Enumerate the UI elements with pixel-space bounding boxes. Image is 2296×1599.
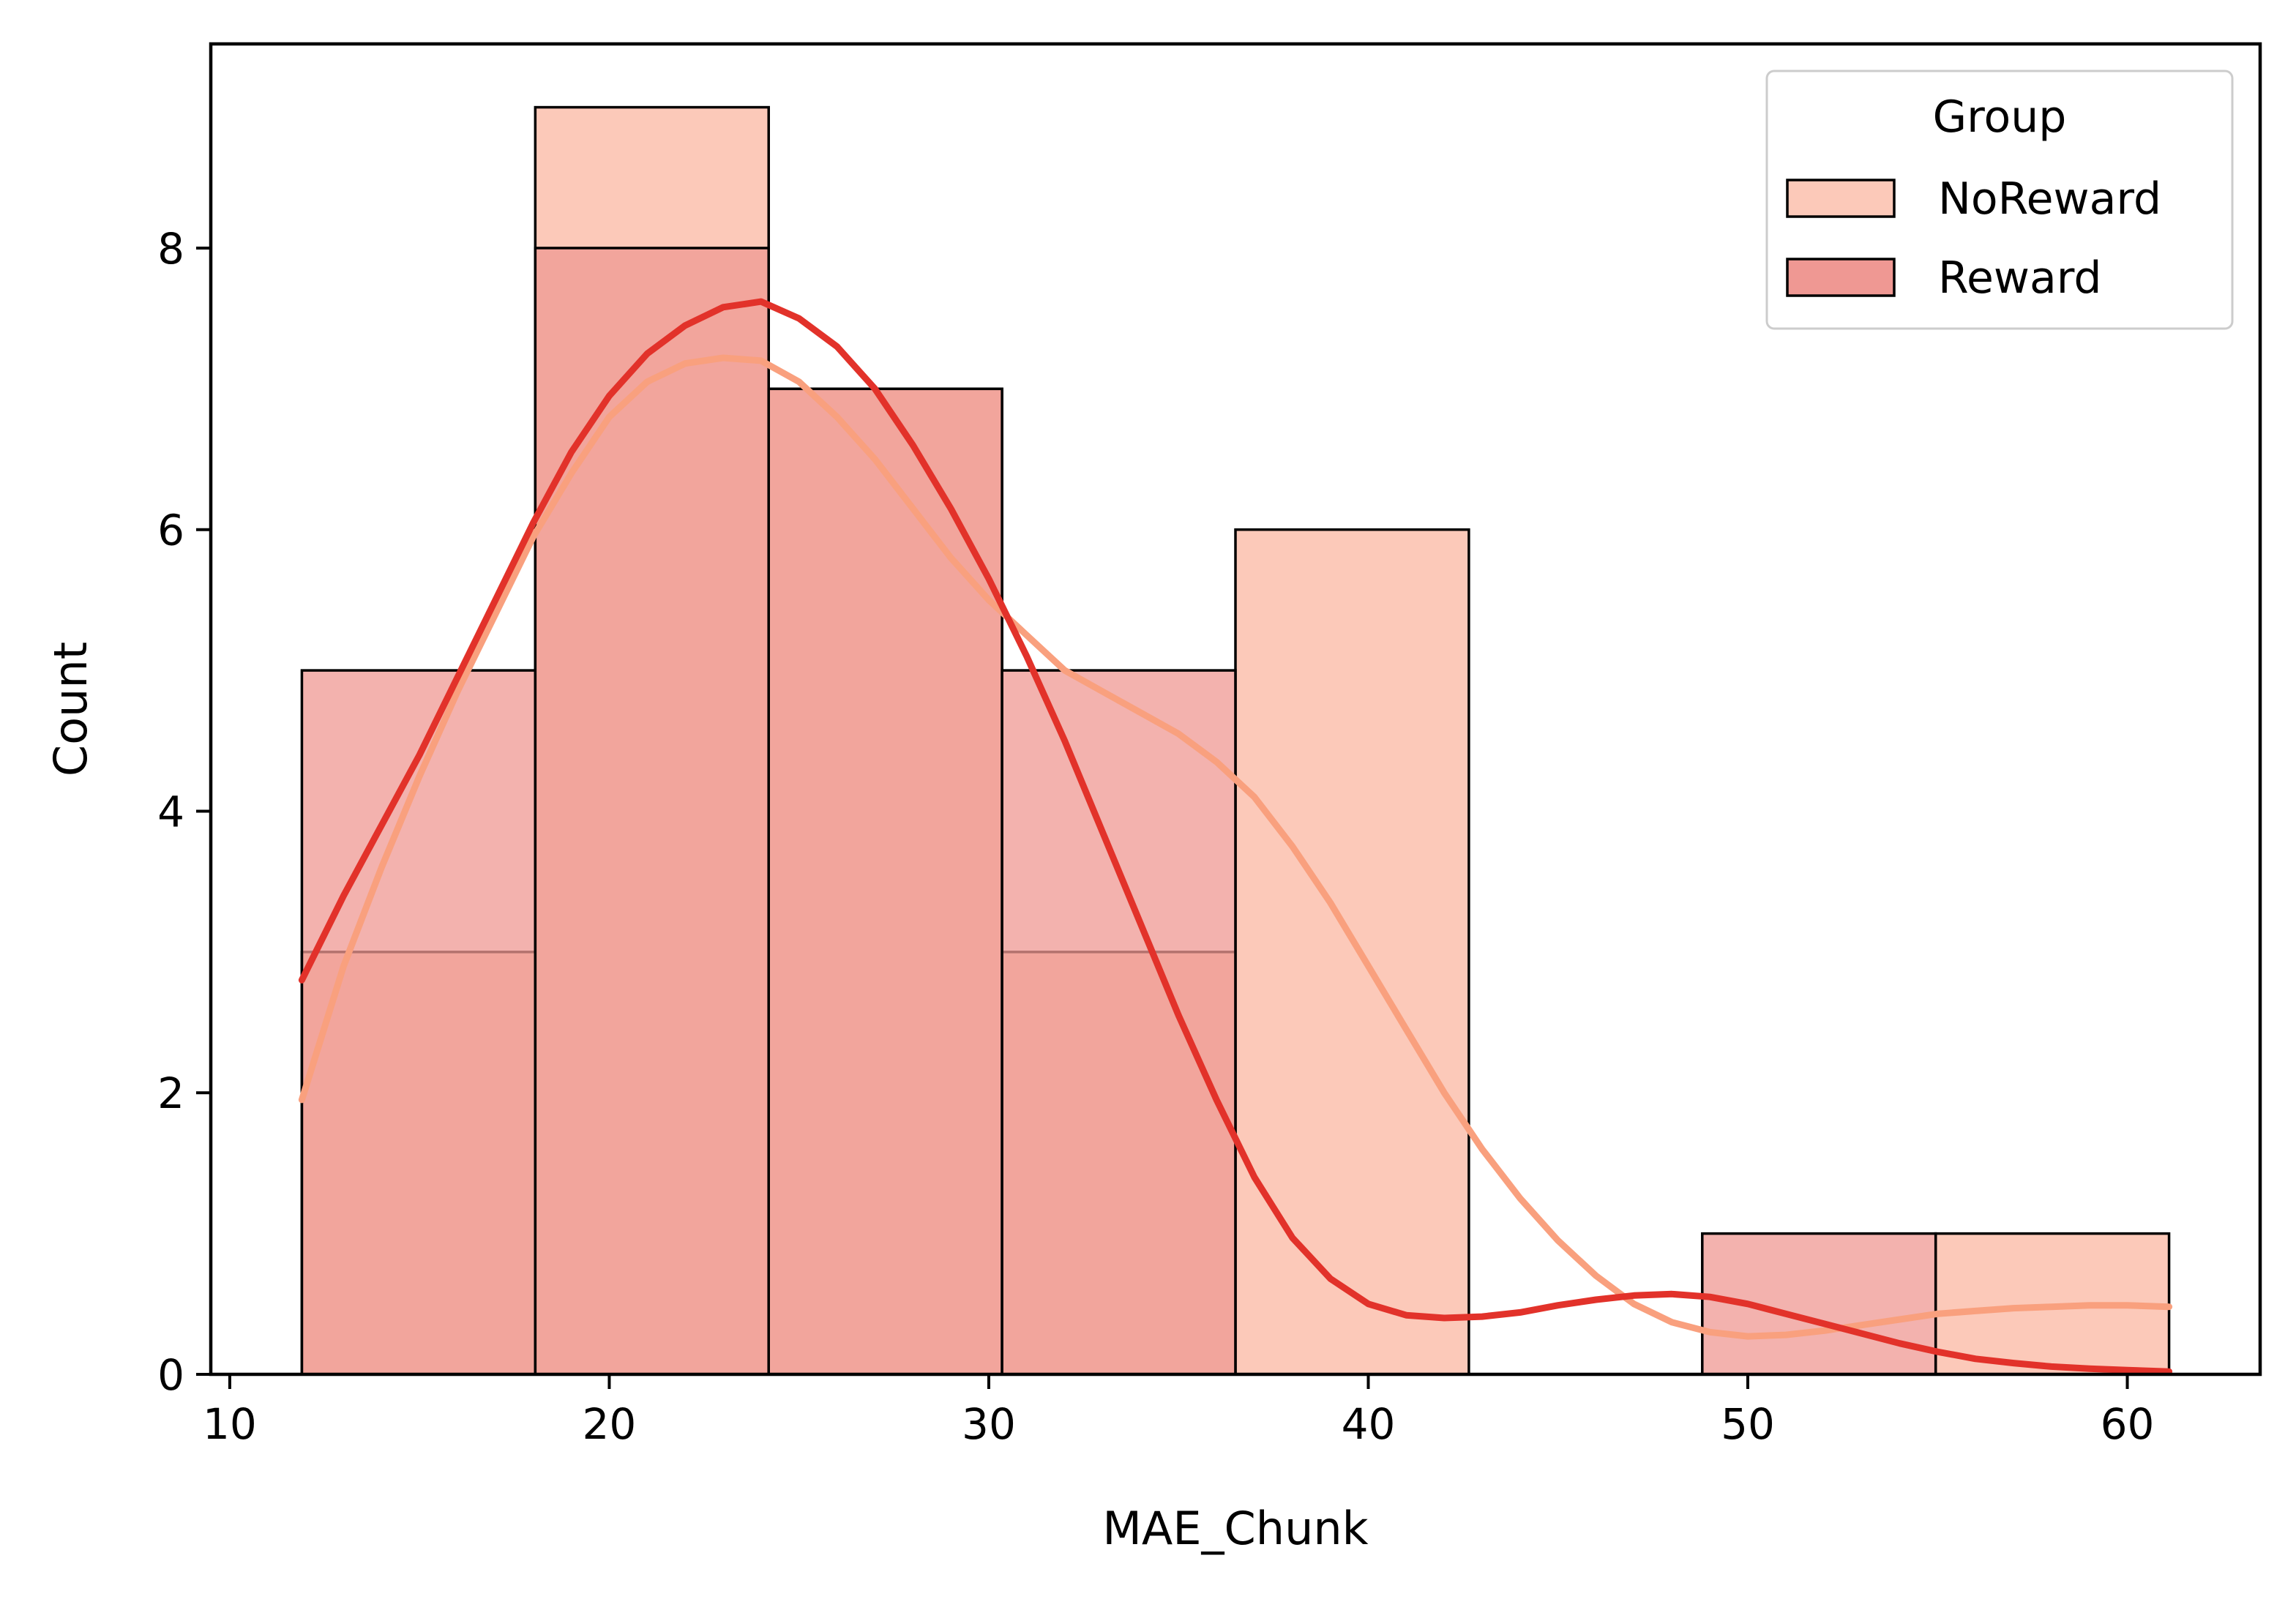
x-tick-label: 20: [583, 1399, 637, 1449]
y-tick-label: 8: [157, 224, 184, 274]
y-tick-label: 4: [157, 787, 184, 836]
kde-line-noreward: [298, 354, 2173, 1340]
legend-title: Group: [1933, 91, 2067, 143]
axes-frame: [209, 42, 2262, 1377]
x-tick-label: 30: [962, 1399, 1016, 1449]
legend: Group NoReward Reward: [1765, 70, 2234, 330]
kde-line-reward: [298, 298, 2173, 1375]
legend-swatch-noreward: [1786, 179, 1896, 218]
bar-noreward: [1234, 528, 1470, 1376]
legend-label-noreward: NoReward: [1938, 173, 2161, 225]
x-tick-label: 60: [2101, 1399, 2155, 1449]
bar-reward: [534, 247, 770, 1376]
bars-reward: [300, 247, 1937, 1376]
x-tick-label: 40: [1342, 1399, 1396, 1449]
bar-reward: [1001, 669, 1237, 1376]
y-axis: 0 2 4 6 8: [157, 224, 211, 1400]
x-tick-label: 10: [203, 1399, 257, 1449]
x-tick-label: 50: [1721, 1399, 1775, 1449]
y-tick-label: 6: [157, 506, 184, 555]
x-axis: 10 20 30 40 50 60: [203, 1374, 2154, 1449]
plot-area: [298, 105, 2173, 1376]
legend-swatch-reward: [1786, 258, 1896, 297]
y-axis-label: Count: [44, 642, 97, 776]
y-tick-label: 0: [157, 1350, 184, 1400]
y-tick-label: 2: [157, 1068, 184, 1118]
x-axis-label: MAE_Chunk: [1102, 1502, 1368, 1555]
legend-label-reward: Reward: [1938, 252, 2101, 304]
